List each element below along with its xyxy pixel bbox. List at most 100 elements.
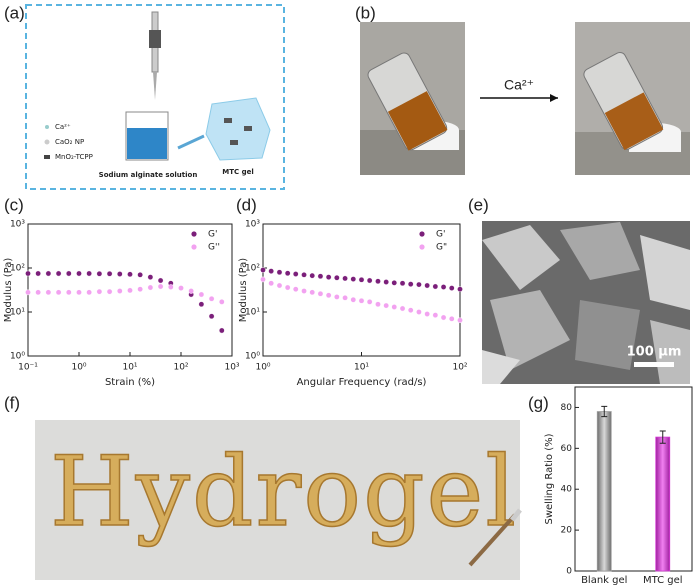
data-point — [157, 277, 164, 284]
panel-label: (c) — [4, 195, 24, 214]
x-tick-label: 10⁰ — [71, 363, 86, 373]
data-point — [96, 288, 103, 295]
panel-label: (e) — [468, 195, 489, 214]
data-point — [334, 274, 340, 281]
panel-label: (g) — [528, 393, 549, 412]
data-point — [188, 288, 194, 294]
plot-frame — [574, 386, 693, 572]
y-tick-label: 20 — [561, 526, 573, 536]
y-axis-label: Swelling Ratio (%) — [544, 433, 555, 524]
data-point — [309, 289, 316, 296]
data-point — [219, 327, 225, 334]
data-point — [106, 288, 113, 295]
data-point — [325, 292, 332, 299]
data-point — [25, 289, 31, 296]
legend-marker — [191, 231, 197, 237]
data-point — [55, 289, 62, 296]
legend-text: Ca²⁺ — [55, 123, 71, 131]
data-point — [198, 291, 205, 298]
x-tick-label: 10¹ — [122, 363, 137, 373]
data-point — [35, 270, 41, 277]
x-tick-label: 10² — [173, 363, 188, 373]
y-tick-label: 10⁰ — [10, 352, 25, 362]
data-point — [416, 281, 422, 288]
data-point — [350, 276, 357, 282]
data-point — [432, 312, 439, 318]
data-point — [208, 313, 215, 320]
y-tick-label: 10¹ — [10, 308, 25, 318]
data-point — [284, 270, 291, 277]
schematic: Ca²⁺ CaO₂ NP MnO₂-TCPP Sodium alginate s… — [25, 4, 285, 190]
panel-label: (d) — [236, 195, 257, 214]
data-point — [106, 270, 113, 277]
data-point — [407, 281, 414, 287]
hydrogel-photo: Hydrogel — [35, 420, 522, 580]
data-point — [292, 271, 299, 277]
beaker-label: Sodium alginate solution — [99, 171, 198, 179]
x-tick-label: 10³ — [224, 363, 239, 373]
data-point — [127, 271, 133, 278]
x-tick-label: Blank gel — [581, 575, 627, 586]
data-point — [366, 299, 373, 305]
data-point — [168, 284, 174, 290]
data-point — [424, 311, 430, 317]
data-point — [96, 270, 103, 277]
legend-marker — [419, 244, 425, 250]
data-point — [342, 275, 348, 282]
plot-frame — [262, 223, 461, 357]
y-tick-label: 10³ — [10, 220, 25, 230]
x-tick-label: MTC gel — [643, 575, 683, 586]
data-point — [292, 286, 299, 292]
legend-label: G' — [436, 230, 445, 240]
data-point — [25, 270, 31, 277]
x-tick-label: 10⁻¹ — [18, 363, 38, 373]
data-point — [457, 317, 463, 324]
data-point — [137, 272, 143, 278]
scale-bar-label: 100 μm — [627, 345, 682, 360]
y-axis-label: Modulus (Pa) — [238, 258, 249, 323]
error-bar — [601, 405, 608, 418]
data-point — [383, 279, 389, 285]
gel-label: MTC gel — [222, 168, 253, 176]
bar — [596, 411, 612, 572]
data-point — [457, 286, 463, 292]
data-point — [424, 282, 430, 289]
data-point — [317, 290, 324, 297]
data-point — [45, 270, 52, 277]
vial-photos: Ca²⁺ — [360, 22, 690, 175]
data-point — [391, 304, 398, 310]
legend-marker — [419, 231, 425, 237]
x-tick-label: 10⁰ — [255, 363, 270, 373]
legend-marker — [191, 244, 197, 250]
data-point — [157, 283, 164, 290]
data-point — [391, 280, 398, 286]
data-point — [432, 283, 439, 290]
data-point — [147, 274, 154, 280]
data-point — [117, 288, 123, 294]
data-point — [268, 268, 274, 274]
data-point — [407, 307, 414, 313]
data-point — [66, 289, 72, 296]
data-point — [342, 295, 348, 301]
data-point — [86, 270, 92, 277]
data-point — [375, 278, 381, 285]
data-point — [260, 276, 266, 283]
data-point — [66, 270, 72, 277]
data-point — [399, 305, 406, 312]
bar — [655, 436, 671, 572]
legend-label: G" — [436, 243, 447, 253]
y-tick-label: 80 — [561, 403, 573, 413]
data-point — [260, 267, 266, 273]
y-axis-label: Modulus (Pa) — [3, 258, 14, 323]
data-point — [45, 289, 52, 296]
data-point — [276, 269, 283, 276]
data-point — [35, 289, 41, 296]
data-point — [127, 287, 133, 294]
gel-writing: Hydrogel — [50, 436, 518, 548]
data-point — [55, 270, 62, 277]
data-point — [309, 272, 316, 279]
y-tick-label: 10⁰ — [245, 352, 260, 362]
legend-text: CaO₂ NP — [55, 138, 84, 146]
data-point — [317, 273, 324, 280]
